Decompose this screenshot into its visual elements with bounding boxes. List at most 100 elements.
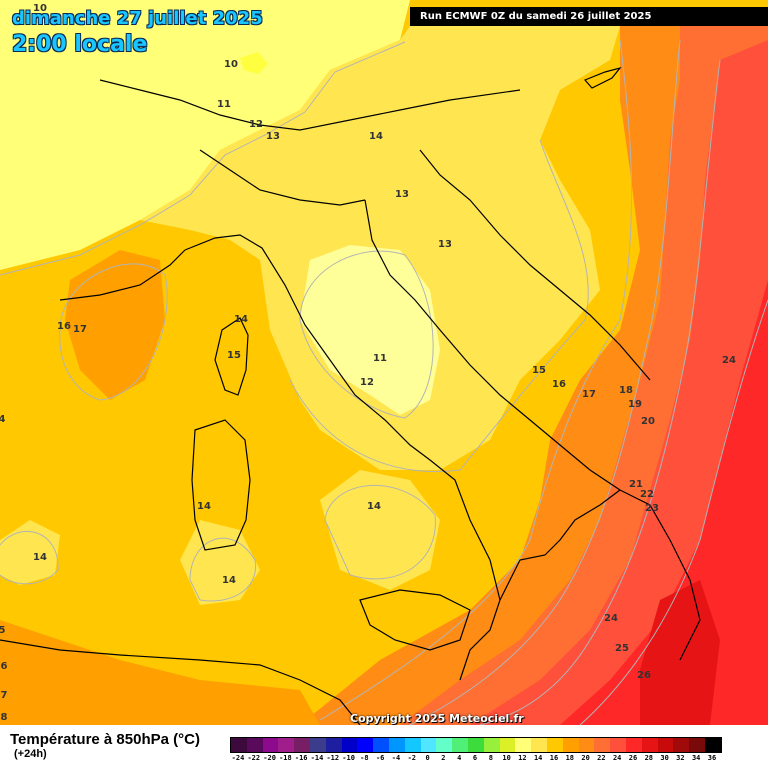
scale-swatch bbox=[357, 738, 374, 752]
temp-band-18-west bbox=[65, 250, 165, 400]
map-value-label: 20 bbox=[641, 416, 655, 427]
map-value-label: 21 bbox=[629, 479, 643, 490]
scale-swatch bbox=[704, 738, 721, 752]
scale-label: -24 bbox=[231, 754, 245, 762]
scale-label: -8 bbox=[360, 754, 369, 762]
scale-swatch bbox=[231, 738, 247, 752]
scale-label: -22 bbox=[247, 754, 261, 762]
scale-label: 12 bbox=[518, 754, 527, 762]
scale-label: -10 bbox=[342, 754, 355, 762]
map-value-label: 15 bbox=[227, 350, 241, 361]
scale-label: 14 bbox=[533, 754, 543, 762]
map-value-label: 19 bbox=[628, 399, 642, 410]
scale-swatch bbox=[594, 738, 611, 752]
scale-label: 36 bbox=[707, 754, 717, 762]
temp-band-18-south bbox=[0, 620, 320, 725]
scale-swatch bbox=[246, 738, 263, 752]
map-value-label: 11 bbox=[217, 99, 231, 110]
copyright-notice: Copyright 2025 Meteociel.fr bbox=[350, 712, 524, 725]
scale-label: 34 bbox=[691, 754, 701, 762]
scale-label: 20 bbox=[581, 754, 590, 762]
map-value-label: 4 bbox=[0, 414, 6, 425]
forecast-date: dimanche 27 juillet 2025 bbox=[12, 8, 263, 29]
temp-band-10-nw bbox=[0, 0, 410, 270]
color-scale-labels: -24 -22 -20 -18 -16 -14 -12 -10 -8 -6 -4 -2 0 2 4 6 8 10 1… bbox=[230, 754, 717, 764]
scale-label: 30 bbox=[660, 754, 669, 762]
scale-label: 10 bbox=[502, 754, 511, 762]
map-value-label: 6 bbox=[1, 661, 8, 672]
scale-swatch bbox=[262, 738, 279, 752]
scale-swatch bbox=[388, 738, 405, 752]
map-value-label: 17 bbox=[582, 389, 596, 400]
scale-label: -6 bbox=[375, 754, 385, 762]
scale-swatch bbox=[689, 738, 705, 752]
map-value-label: 10 bbox=[33, 3, 47, 14]
scale-label: -20 bbox=[263, 754, 276, 762]
map-value-label: 25 bbox=[615, 643, 629, 654]
scale-swatch bbox=[610, 738, 626, 752]
scale-label: 26 bbox=[628, 754, 638, 762]
map-value-label: 5 bbox=[0, 625, 6, 636]
legend-subtitle: (+24h) bbox=[14, 748, 47, 760]
map-value-label: 16 bbox=[57, 321, 71, 332]
run-banner: Run ECMWF 0Z du samedi 26 juillet 2025 bbox=[410, 7, 768, 26]
scale-swatch bbox=[341, 738, 358, 752]
map-value-label: 14 bbox=[234, 314, 248, 325]
scale-swatch bbox=[578, 738, 595, 752]
scale-swatch bbox=[278, 738, 295, 752]
scale-swatch bbox=[452, 738, 468, 752]
map-value-label: 15 bbox=[532, 365, 546, 376]
scale-swatch bbox=[483, 738, 500, 752]
scale-label: 28 bbox=[644, 754, 654, 762]
map-value-label: 22 bbox=[640, 489, 654, 500]
scale-swatch bbox=[467, 738, 484, 752]
temp-band-10-alps bbox=[240, 52, 268, 74]
scale-swatch bbox=[294, 738, 310, 752]
temp-band-14-southwest bbox=[0, 520, 60, 585]
scale-swatch bbox=[309, 738, 326, 752]
color-scale bbox=[230, 737, 722, 753]
map-value-label: 18 bbox=[619, 385, 633, 396]
scale-label: 8 bbox=[488, 754, 493, 762]
map-value-label: 14 bbox=[33, 552, 47, 563]
map-value-label: 17 bbox=[73, 324, 87, 335]
scale-swatch bbox=[531, 738, 547, 752]
scale-label: 2 bbox=[441, 754, 446, 762]
scale-swatch bbox=[562, 738, 579, 752]
map-value-label: 8 bbox=[1, 712, 8, 723]
forecast-time: 2:00 locale bbox=[12, 32, 148, 57]
temp-band-14-tyrrhenian bbox=[320, 470, 440, 590]
map-value-label: 10 bbox=[224, 59, 238, 70]
scale-swatch bbox=[420, 738, 437, 752]
legend-title: Température à 850hPa (°C) bbox=[10, 731, 200, 748]
scale-label: -4 bbox=[391, 754, 401, 762]
scale-swatch bbox=[641, 738, 658, 752]
scale-swatch bbox=[657, 738, 674, 752]
map-value-label: 14 bbox=[222, 575, 236, 586]
scale-swatch bbox=[404, 738, 421, 752]
map-value-label: 11 bbox=[373, 353, 387, 364]
legend-panel: Température à 850hPa (°C) (+24h) -24 -22-… bbox=[0, 725, 768, 768]
map-value-label: 12 bbox=[360, 377, 374, 388]
scale-swatch bbox=[373, 738, 389, 752]
scale-label: -16 bbox=[294, 754, 308, 762]
coastlines bbox=[0, 66, 701, 725]
scale-label: -18 bbox=[279, 754, 292, 762]
scale-label: 24 bbox=[612, 754, 622, 762]
scale-swatch bbox=[546, 738, 563, 752]
scale-swatch bbox=[436, 738, 453, 752]
temp-band-28-southeast bbox=[640, 580, 720, 725]
scale-swatch bbox=[515, 738, 532, 752]
scale-label: 4 bbox=[457, 754, 462, 762]
scale-label: 16 bbox=[549, 754, 559, 762]
temp-band-26-east bbox=[560, 280, 768, 725]
scale-swatch bbox=[325, 738, 342, 752]
map-value-label: 13 bbox=[438, 239, 452, 250]
map-value-label: 16 bbox=[552, 379, 566, 390]
temp-band-11-central bbox=[300, 245, 440, 415]
map-value-label: 13 bbox=[266, 131, 280, 142]
scale-label: -12 bbox=[326, 754, 340, 762]
map-value-label: 23 bbox=[645, 503, 659, 514]
